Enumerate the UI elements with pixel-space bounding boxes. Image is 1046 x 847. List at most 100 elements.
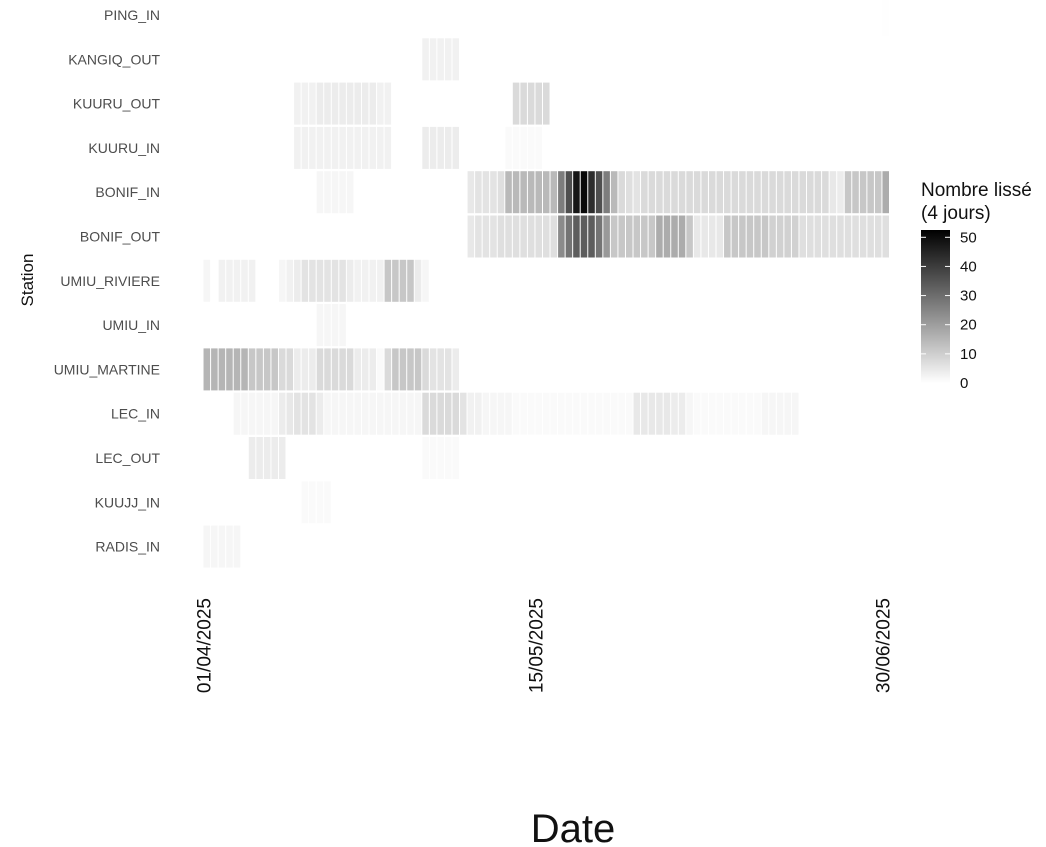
heatmap-cell bbox=[837, 215, 844, 258]
heatmap-cell bbox=[776, 392, 784, 435]
heatmap-cell bbox=[844, 171, 852, 214]
heatmap-cell bbox=[369, 126, 377, 169]
y-tick-label: BONIF_OUT bbox=[80, 229, 161, 245]
heatmap-cell bbox=[754, 171, 761, 214]
heatmap-cell bbox=[859, 171, 867, 214]
heatmap-cell bbox=[776, 215, 784, 258]
heatmap-cell bbox=[361, 126, 369, 169]
heatmap-cell bbox=[301, 348, 309, 391]
heatmap-cell bbox=[324, 259, 331, 302]
heatmap-cell bbox=[444, 392, 452, 435]
heatmap-cell bbox=[324, 392, 331, 435]
heatmap-cell bbox=[852, 171, 859, 214]
heatmap-cell bbox=[663, 215, 671, 258]
heatmap-cell bbox=[882, 215, 889, 258]
heatmap-cell bbox=[520, 171, 527, 214]
heatmap-cell bbox=[407, 348, 414, 391]
heatmap-cell bbox=[648, 215, 656, 258]
heatmap-cell bbox=[550, 392, 558, 435]
heatmap-cell bbox=[505, 171, 512, 214]
heatmap-cell bbox=[844, 215, 852, 258]
heatmap-cell bbox=[678, 215, 686, 258]
heatmap-cell bbox=[708, 215, 716, 258]
heatmap-cell bbox=[482, 171, 490, 214]
heatmap-cell bbox=[693, 392, 701, 435]
heatmap-cell bbox=[882, 171, 889, 214]
heatmap-cell bbox=[271, 437, 278, 479]
heatmap-cell bbox=[814, 215, 822, 258]
heatmap-cell bbox=[414, 392, 422, 435]
heatmap-cell bbox=[807, 215, 814, 258]
heatmap-cell bbox=[248, 259, 256, 302]
heatmap-cell bbox=[716, 171, 724, 214]
legend-tick-label: 40 bbox=[960, 258, 977, 275]
heatmap-cell bbox=[512, 171, 520, 214]
heatmap-cell bbox=[399, 348, 407, 391]
heatmap-cell bbox=[641, 392, 648, 435]
heatmap-cell bbox=[286, 392, 294, 435]
heatmap-cell bbox=[248, 348, 256, 391]
y-axis-title: Station bbox=[18, 254, 37, 307]
legend-tick-label: 10 bbox=[960, 346, 977, 363]
heatmap-cell bbox=[414, 348, 422, 391]
heatmap-cell bbox=[309, 348, 316, 391]
heatmap-cell bbox=[535, 82, 542, 125]
heatmap-cell bbox=[708, 392, 716, 435]
heatmap-cell bbox=[301, 392, 309, 435]
heatmap-cell bbox=[625, 171, 633, 214]
heatmap-cell bbox=[769, 392, 776, 435]
heatmap-cell bbox=[384, 259, 392, 302]
heatmap-cell bbox=[377, 348, 384, 391]
heatmap-cell bbox=[573, 215, 580, 258]
x-tick-label: 01/04/2025 bbox=[195, 598, 216, 693]
heatmap-cell bbox=[339, 392, 346, 435]
y-tick-label: UMIU_MARTINE bbox=[54, 361, 160, 377]
heatmap-cell bbox=[761, 171, 769, 214]
heatmap-cell bbox=[746, 392, 754, 435]
heatmap-cell bbox=[278, 437, 286, 479]
heatmap-cell bbox=[241, 348, 248, 391]
heatmap-cell bbox=[354, 82, 361, 125]
heatmap-cell bbox=[331, 304, 339, 347]
heatmap-cell bbox=[678, 392, 686, 435]
heatmap-cell bbox=[248, 437, 256, 479]
heatmap-cell bbox=[595, 171, 603, 214]
heatmap-cell bbox=[791, 171, 799, 214]
heatmap-cell bbox=[384, 126, 392, 169]
heatmap-cell bbox=[211, 525, 218, 568]
legend-title-line2: (4 jours) bbox=[921, 203, 991, 224]
heatmap-cell bbox=[837, 171, 844, 214]
heatmap-cells bbox=[203, 0, 889, 568]
heatmap-cell bbox=[422, 348, 429, 391]
heatmap-cell bbox=[218, 525, 226, 568]
heatmap-cell bbox=[354, 126, 361, 169]
heatmap-cell bbox=[316, 392, 324, 435]
heatmap-cell bbox=[505, 392, 512, 435]
heatmap-cell bbox=[543, 215, 550, 258]
heatmap-cell bbox=[377, 392, 384, 435]
heatmap-cell bbox=[701, 392, 708, 435]
heatmap-cell bbox=[211, 348, 218, 391]
heatmap-cell bbox=[422, 38, 429, 81]
heatmap-cell bbox=[512, 126, 520, 169]
heatmap-cell bbox=[859, 215, 867, 258]
heatmap-cell bbox=[663, 392, 671, 435]
heatmap-cell bbox=[354, 392, 361, 435]
heatmap-cell bbox=[761, 392, 769, 435]
heatmap-cell bbox=[731, 215, 739, 258]
heatmap-cell bbox=[331, 126, 339, 169]
heatmap-cell bbox=[437, 392, 444, 435]
heatmap-cell bbox=[294, 82, 301, 125]
heatmap-cell bbox=[263, 392, 271, 435]
heatmap-cell bbox=[829, 171, 837, 214]
heatmap-cell bbox=[784, 171, 791, 214]
heatmap-cell bbox=[603, 171, 610, 214]
heatmap-cell bbox=[701, 171, 708, 214]
heatmap-cell bbox=[354, 259, 361, 302]
heatmap-cell bbox=[573, 392, 580, 435]
heatmap-cell bbox=[603, 215, 610, 258]
heatmap-cell bbox=[429, 437, 437, 479]
heatmap-cell bbox=[324, 171, 331, 214]
heatmap-cell bbox=[693, 171, 701, 214]
heatmap-cell bbox=[724, 215, 731, 258]
